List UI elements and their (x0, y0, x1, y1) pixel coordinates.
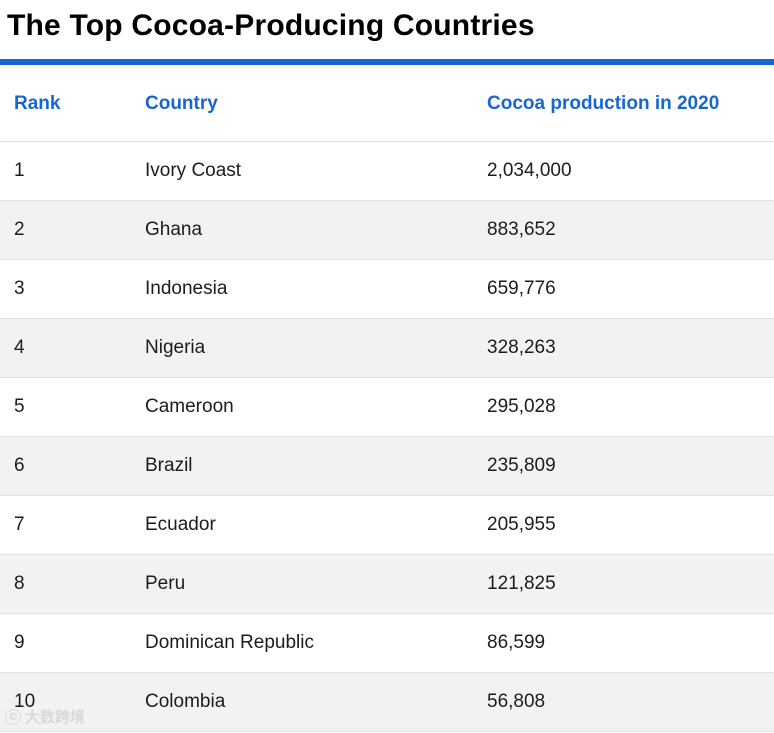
table-row: 3 Indonesia 659,776 (0, 259, 774, 319)
production-cell: 56,808 (473, 672, 774, 732)
production-cell: 86,599 (473, 613, 774, 673)
rank-cell: 8 (0, 554, 131, 614)
rank-cell: 2 (0, 200, 131, 260)
country-cell: Dominican Republic (131, 613, 473, 673)
country-cell: Ghana (131, 200, 473, 260)
table-body: 1 Ivory Coast 2,034,000 2 Ghana 883,652 3 Indon… (0, 141, 774, 732)
production-cell: 295,028 (473, 377, 774, 437)
country-cell: Brazil (131, 436, 473, 496)
table-row: 1 Ivory Coast 2,034,000 (0, 141, 774, 201)
country-cell: Peru (131, 554, 473, 614)
production-cell: 659,776 (473, 259, 774, 319)
production-cell: 883,652 (473, 200, 774, 260)
rank-cell: 6 (0, 436, 131, 496)
table-row: 6 Brazil 235,809 (0, 436, 774, 496)
country-cell: Nigeria (131, 318, 473, 378)
production-cell: 2,034,000 (473, 141, 774, 201)
rank-cell: 4 (0, 318, 131, 378)
rank-cell: 3 (0, 259, 131, 319)
page-title: The Top Cocoa-Producing Countries (7, 9, 535, 42)
rank-cell: 9 (0, 613, 131, 673)
country-cell: Ecuador (131, 495, 473, 555)
production-cell: 235,809 (473, 436, 774, 496)
country-cell: Cameroon (131, 377, 473, 437)
rank-cell: 5 (0, 377, 131, 437)
table-row: 5 Cameroon 295,028 (0, 377, 774, 437)
table-header-row: Rank Country Cocoa production in 2020 (0, 65, 774, 142)
column-header-country: Country (131, 65, 473, 142)
table-row: 8 Peru 121,825 (0, 554, 774, 614)
country-cell: Ivory Coast (131, 141, 473, 201)
column-header-production: Cocoa production in 2020 (473, 65, 774, 142)
rank-cell: 7 (0, 495, 131, 555)
table-row: 2 Ghana 883,652 (0, 200, 774, 260)
column-header-rank: Rank (0, 65, 131, 142)
country-cell: Colombia (131, 672, 473, 732)
production-cell: 121,825 (473, 554, 774, 614)
table-row: 10 Colombia 56,808 (0, 672, 774, 732)
table-row: 7 Ecuador 205,955 (0, 495, 774, 555)
country-cell: Indonesia (131, 259, 473, 319)
production-cell: 328,263 (473, 318, 774, 378)
rank-cell: 10 (0, 672, 131, 732)
title-divider (0, 59, 774, 65)
rank-cell: 1 (0, 141, 131, 201)
production-cell: 205,955 (473, 495, 774, 555)
table-row: 4 Nigeria 328,263 (0, 318, 774, 378)
table-row: 9 Dominican Republic 86,599 (0, 613, 774, 673)
